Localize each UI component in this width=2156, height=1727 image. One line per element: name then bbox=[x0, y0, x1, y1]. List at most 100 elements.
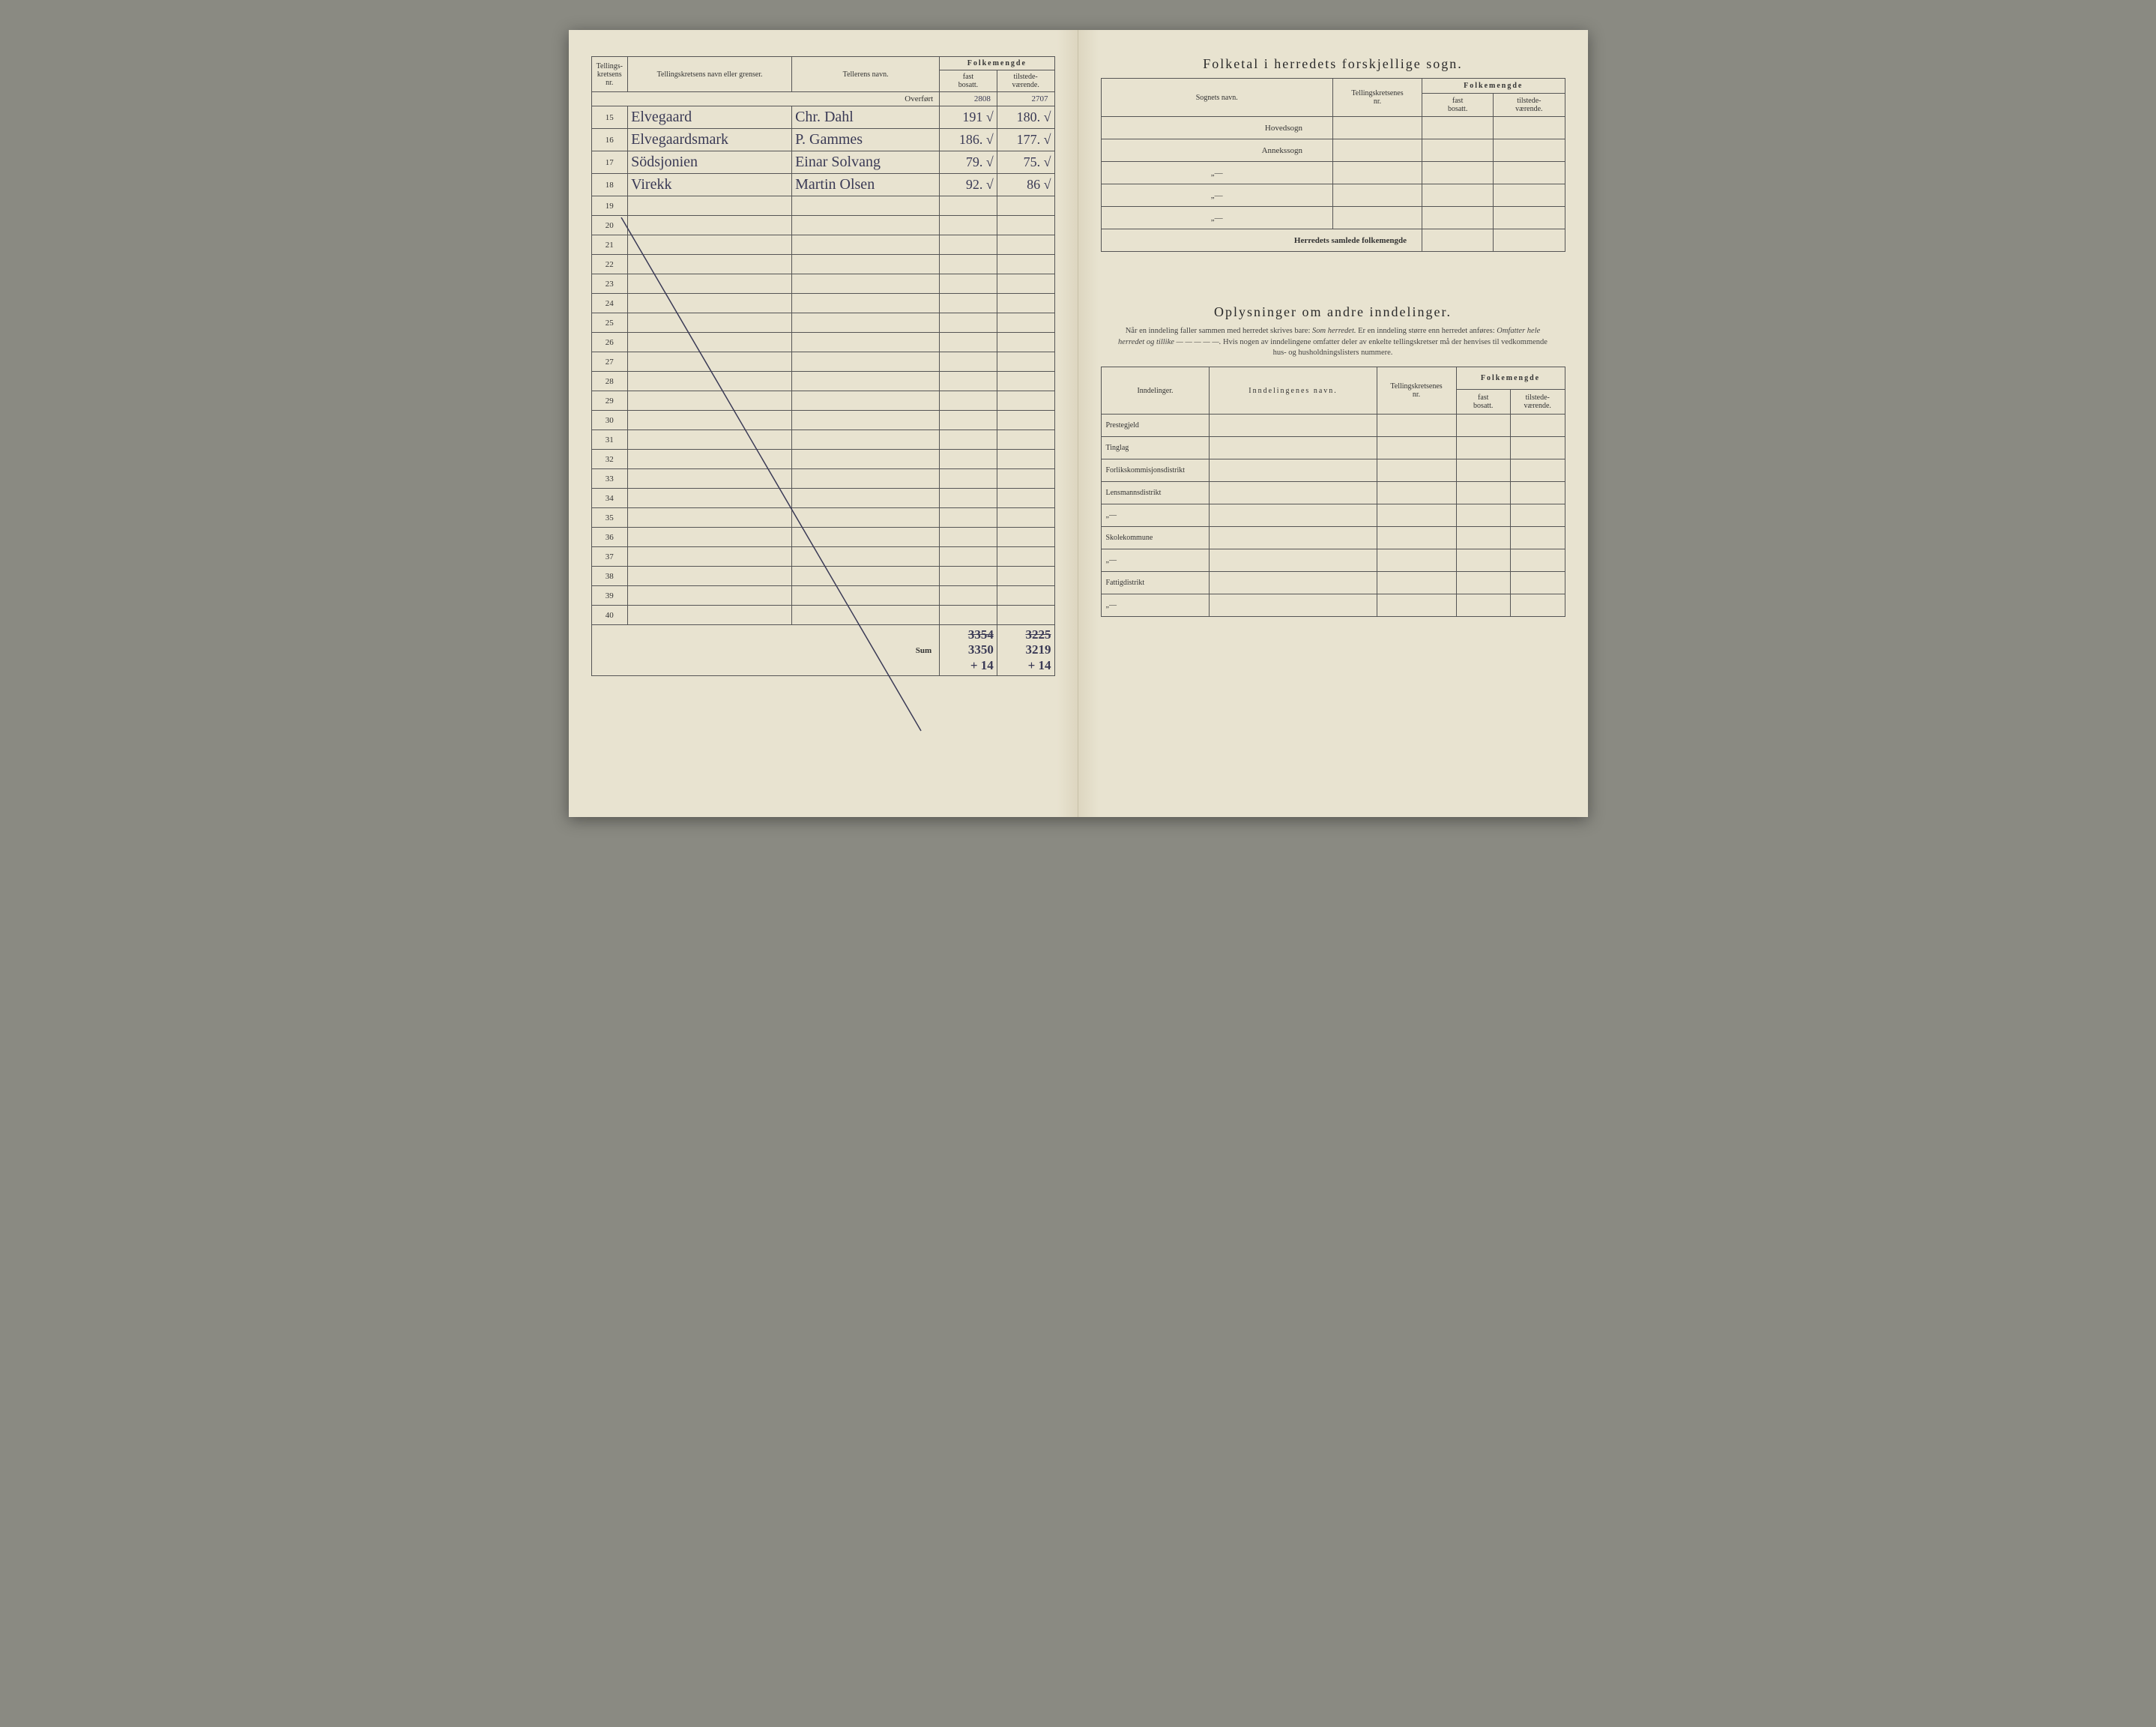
ind-label: Prestegjeld bbox=[1101, 415, 1210, 437]
row-til: 86 √ bbox=[997, 174, 1054, 196]
row-til bbox=[997, 294, 1054, 313]
ind-label: Skolekommune bbox=[1101, 527, 1210, 549]
row-name: Elvegaard bbox=[628, 106, 792, 129]
row-nr: 35 bbox=[591, 508, 628, 528]
row-til bbox=[997, 255, 1054, 274]
row-fast bbox=[940, 333, 997, 352]
row-fast bbox=[940, 489, 997, 508]
sum-fast-struck: 3354 bbox=[968, 627, 994, 642]
h-fast: fast bosatt. bbox=[1422, 94, 1494, 117]
row-til bbox=[997, 606, 1054, 625]
h-til2: tilstede- værende. bbox=[1510, 390, 1565, 415]
row-nr: 36 bbox=[591, 528, 628, 547]
inndeling-row: „— bbox=[1101, 549, 1565, 572]
overfort-label: Overført bbox=[792, 92, 940, 106]
row-teller bbox=[792, 430, 940, 450]
row-teller: P. Gammes bbox=[792, 129, 940, 151]
row-til bbox=[997, 547, 1054, 567]
census-row: 21 bbox=[591, 235, 1054, 255]
row-nr: 28 bbox=[591, 372, 628, 391]
row-fast bbox=[940, 235, 997, 255]
census-row: 40 bbox=[591, 606, 1054, 625]
h-folk2: Folkemengde bbox=[1456, 367, 1565, 390]
h-folk: Folkemengde bbox=[1422, 79, 1565, 94]
row-nr: 29 bbox=[591, 391, 628, 411]
ind-label: Tinglag bbox=[1101, 437, 1210, 459]
sum-plus-fast: + 14 bbox=[970, 658, 994, 672]
inndeling-row: „— bbox=[1101, 594, 1565, 617]
row-fast: 79. √ bbox=[940, 151, 997, 174]
row-teller bbox=[792, 489, 940, 508]
census-row: 36 bbox=[591, 528, 1054, 547]
row-nr: 39 bbox=[591, 586, 628, 606]
census-row: 22 bbox=[591, 255, 1054, 274]
ind-label: Fattigdistrikt bbox=[1101, 572, 1210, 594]
samlede-row: Herredets samlede folkemengde bbox=[1101, 229, 1565, 252]
row-name bbox=[628, 586, 792, 606]
row-teller bbox=[792, 508, 940, 528]
row-teller: Chr. Dahl bbox=[792, 106, 940, 129]
row-fast bbox=[940, 313, 997, 333]
row-til bbox=[997, 352, 1054, 372]
inndelinger-table: Inndelinger. Inndelingenes navn. Telling… bbox=[1101, 367, 1565, 617]
row-nr: 19 bbox=[591, 196, 628, 216]
inndeling-row: Skolekommune bbox=[1101, 527, 1565, 549]
row-nr: 22 bbox=[591, 255, 628, 274]
row-name bbox=[628, 333, 792, 352]
inndeling-row: Lensmannsdistrikt bbox=[1101, 482, 1565, 504]
row-til bbox=[997, 411, 1054, 430]
row-name bbox=[628, 528, 792, 547]
ind-label: „— bbox=[1101, 504, 1210, 527]
row-nr: 31 bbox=[591, 430, 628, 450]
row-name bbox=[628, 508, 792, 528]
h-sogn: Sognets navn. bbox=[1101, 79, 1333, 117]
row-teller: Einar Solvang bbox=[792, 151, 940, 174]
right-title-1: Folketal i herredets forskjellige sogn. bbox=[1101, 56, 1565, 72]
row-nr: 24 bbox=[591, 294, 628, 313]
census-row: 39 bbox=[591, 586, 1054, 606]
row-nr: 32 bbox=[591, 450, 628, 469]
row-name bbox=[628, 469, 792, 489]
row-teller bbox=[792, 567, 940, 586]
ind-label: Lensmannsdistrikt bbox=[1101, 482, 1210, 504]
row-fast bbox=[940, 450, 997, 469]
census-row: 28 bbox=[591, 372, 1054, 391]
row-nr: 38 bbox=[591, 567, 628, 586]
row-teller bbox=[792, 586, 940, 606]
row-fast bbox=[940, 372, 997, 391]
row-til bbox=[997, 196, 1054, 216]
row-name bbox=[628, 489, 792, 508]
row-teller bbox=[792, 372, 940, 391]
sum-row: Sum 3354 3350 + 14 3225 3219 + 14 bbox=[591, 625, 1054, 676]
row-name bbox=[628, 313, 792, 333]
sum-fast: 3350 bbox=[968, 642, 994, 657]
row-fast bbox=[940, 196, 997, 216]
left-page: Tellings- kretsens nr. Tellingskretsens … bbox=[569, 30, 1078, 817]
row-nr: 27 bbox=[591, 352, 628, 372]
row-teller bbox=[792, 606, 940, 625]
census-row: 30 bbox=[591, 411, 1054, 430]
row-teller: Martin Olsen bbox=[792, 174, 940, 196]
row-name: Virekk bbox=[628, 174, 792, 196]
inndeling-row: „— bbox=[1101, 504, 1565, 527]
inndeling-row: Forlikskommisjonsdistrikt bbox=[1101, 459, 1565, 482]
row-fast bbox=[940, 567, 997, 586]
row-name bbox=[628, 274, 792, 294]
sogn-row: „— bbox=[1101, 207, 1565, 229]
row-fast bbox=[940, 508, 997, 528]
sogn-row: „— bbox=[1101, 184, 1565, 207]
header-nr: Tellings- kretsens nr. bbox=[591, 57, 628, 92]
sum-til: 3219 bbox=[1026, 642, 1051, 657]
right-title-2: Oplysninger om andre inndelinger. bbox=[1101, 304, 1565, 320]
row-fast bbox=[940, 274, 997, 294]
row-nr: 20 bbox=[591, 216, 628, 235]
row-name bbox=[628, 391, 792, 411]
row-teller bbox=[792, 196, 940, 216]
sogn-row: „— bbox=[1101, 162, 1565, 184]
row-fast: 191 √ bbox=[940, 106, 997, 129]
row-nr: 23 bbox=[591, 274, 628, 294]
row-teller bbox=[792, 547, 940, 567]
census-row: 15ElvegaardChr. Dahl191 √180. √ bbox=[591, 106, 1054, 129]
header-folkemengde: Folkemengde bbox=[940, 57, 1054, 70]
row-teller bbox=[792, 333, 940, 352]
